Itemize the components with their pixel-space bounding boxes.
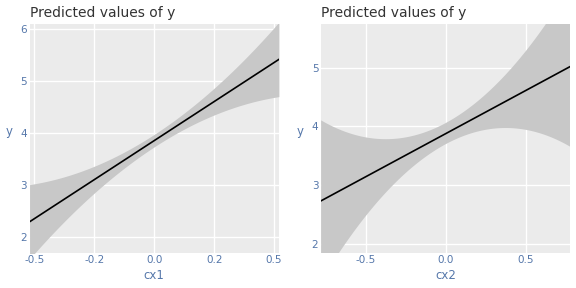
X-axis label: cx1: cx1 xyxy=(144,270,165,283)
Y-axis label: y: y xyxy=(297,125,304,138)
Y-axis label: y: y xyxy=(6,125,13,138)
X-axis label: cx2: cx2 xyxy=(435,270,456,283)
Text: Predicted values of y: Predicted values of y xyxy=(321,5,467,20)
Text: Predicted values of y: Predicted values of y xyxy=(29,5,175,20)
